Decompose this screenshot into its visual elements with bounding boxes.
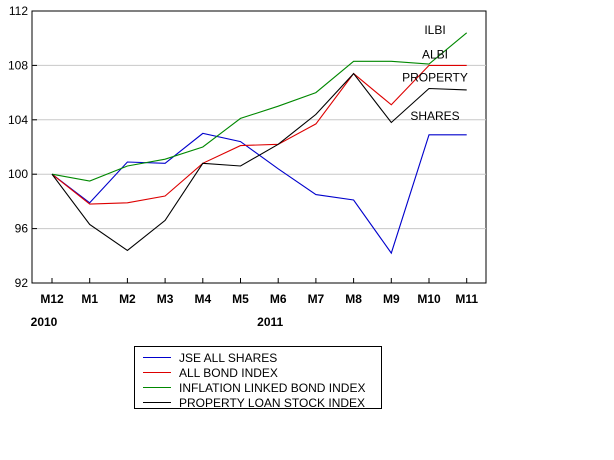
legend-swatch	[143, 357, 171, 358]
x-tick-label: M8	[345, 292, 362, 306]
series-annotation: ALBI	[422, 48, 448, 62]
x-tick-label: M7	[308, 292, 325, 306]
x-tick-label: M12	[40, 292, 64, 306]
year-label: 2010	[31, 315, 58, 329]
x-tick-label: M10	[417, 292, 441, 306]
x-tick-label: M2	[119, 292, 136, 306]
x-tick-label: M1	[81, 292, 98, 306]
legend-label: PROPERTY LOAN STOCK INDEX	[179, 395, 366, 410]
series-lines	[51, 32, 468, 255]
series-annotation: PROPERTY	[402, 71, 468, 85]
y-tick-label: 112	[9, 4, 28, 18]
legend-label: ALL BOND INDEX	[179, 365, 278, 380]
legend-item: INFLATION LINKED BOND INDEX	[143, 380, 381, 395]
legend-swatch	[143, 387, 171, 388]
legend: JSE ALL SHARES ALL BOND INDEX INFLATION …	[134, 346, 382, 410]
plot-area	[31, 10, 487, 284]
series-annotation: SHARES	[410, 109, 459, 123]
legend-label: INFLATION LINKED BOND INDEX	[179, 380, 366, 395]
y-tick-label: 108	[8, 58, 28, 72]
y-axis-ticks: 92 96 100 104 108 112	[8, 4, 37, 290]
series-line	[51, 32, 468, 182]
y-tick-label: 96	[15, 222, 29, 236]
legend-item: PROPERTY LOAN STOCK INDEX	[143, 395, 381, 410]
x-tick-label: M6	[270, 292, 287, 306]
x-tick-label: M9	[383, 292, 400, 306]
x-tick-label: M5	[232, 292, 249, 306]
legend-swatch	[143, 402, 171, 403]
x-tick-label: M4	[194, 292, 211, 306]
series-line	[51, 64, 467, 205]
year-label: 2011	[257, 315, 283, 329]
y-tick-label: 104	[8, 113, 28, 127]
series-annotation: ILBI	[424, 23, 445, 37]
annotations: ILBI ALBI PROPERTY SHARES	[402, 23, 468, 123]
series-line	[51, 72, 467, 252]
legend-item: ALL BOND INDEX	[143, 365, 381, 380]
x-tick-label: M3	[157, 292, 174, 306]
y-tick-label: 92	[15, 276, 29, 290]
legend-item: JSE ALL SHARES	[143, 350, 381, 365]
y-tick-label: 100	[8, 167, 28, 181]
legend-swatch	[143, 372, 171, 373]
x-tick-label: M11	[455, 292, 478, 306]
year-labels: 2010 2011	[31, 315, 284, 329]
legend-label: JSE ALL SHARES	[179, 350, 278, 365]
x-axis-ticks: M12 M1 M2 M3 M4 M5 M6 M7 M8 M9 M10 M11	[40, 278, 478, 306]
